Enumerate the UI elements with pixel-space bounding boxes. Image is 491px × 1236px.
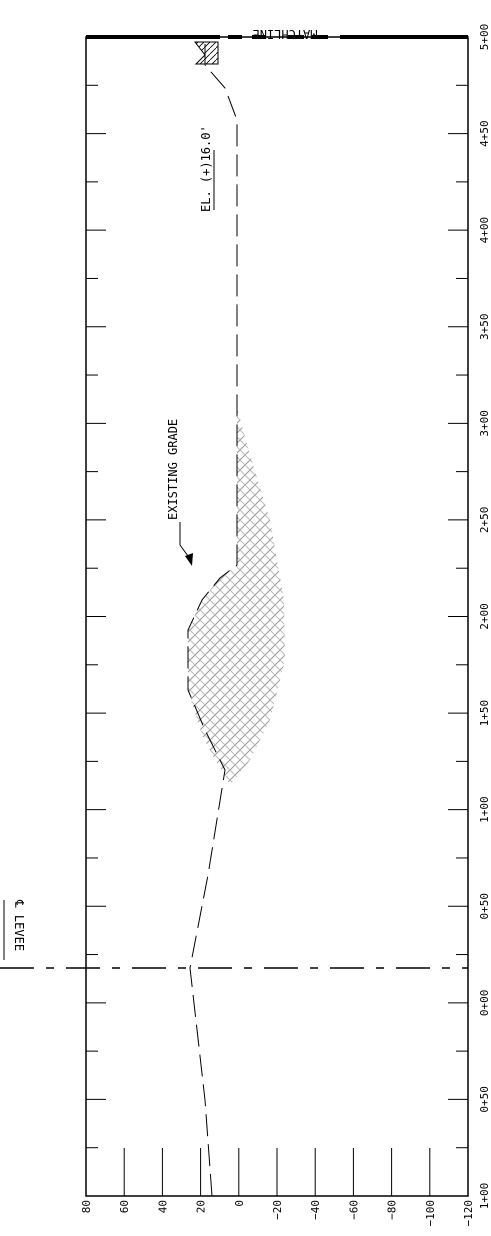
station-label: 5+00: [478, 24, 491, 51]
elevation-label: −20: [271, 1200, 284, 1220]
elevation-label: −60: [347, 1200, 360, 1220]
hatch-region: [193, 41, 219, 65]
axis-ticks: [85, 36, 469, 1197]
station-label: 2+00: [478, 603, 491, 630]
existing-grade-arrow: [185, 553, 193, 566]
station-label: 2+50: [478, 507, 491, 534]
matchline-label: MATCHLINE: [252, 27, 317, 41]
elevation-label: 0: [233, 1200, 246, 1207]
station-label: 1+50: [478, 700, 491, 727]
elevation-label: −100: [424, 1200, 437, 1227]
elevation-labels: 80 60 40 20 0 −20 −40 −60 −80 −100 −120: [80, 1200, 475, 1227]
station-labels: 5+00 4+50 4+00 3+50 3+00 2+50 2+00 1+50 1+00 0+50…: [478, 24, 491, 1210]
station-label: 1+00: [478, 796, 491, 823]
elevation-label: −40: [309, 1200, 322, 1220]
levee-centerline-label: ℄ LEVEE: [12, 899, 26, 951]
station-label: 1+00: [478, 1183, 491, 1210]
elevation-label: 40: [156, 1200, 169, 1213]
elevation-label: 80: [80, 1200, 93, 1213]
existing-grade-label: EXISTING GRADE: [166, 419, 180, 520]
cut-fill-region: [188, 408, 285, 785]
station-label: 0+50: [478, 1086, 491, 1113]
station-label: 4+00: [478, 217, 491, 244]
elevation-label: 60: [118, 1200, 131, 1213]
station-label: 3+00: [478, 410, 491, 437]
existing-grade-leader: [179, 522, 189, 557]
elevation-label: −80: [386, 1200, 399, 1220]
elevation-label: −120: [462, 1200, 475, 1227]
elevation-label: 20: [195, 1200, 208, 1213]
station-label: 0+00: [478, 990, 491, 1017]
station-label: 0+50: [478, 893, 491, 920]
elevation-label: EL. (+)16.0': [199, 125, 213, 212]
existing-grade-line: [187, 37, 238, 1197]
station-label: 3+50: [478, 314, 491, 341]
station-label: 4+50: [478, 120, 491, 147]
